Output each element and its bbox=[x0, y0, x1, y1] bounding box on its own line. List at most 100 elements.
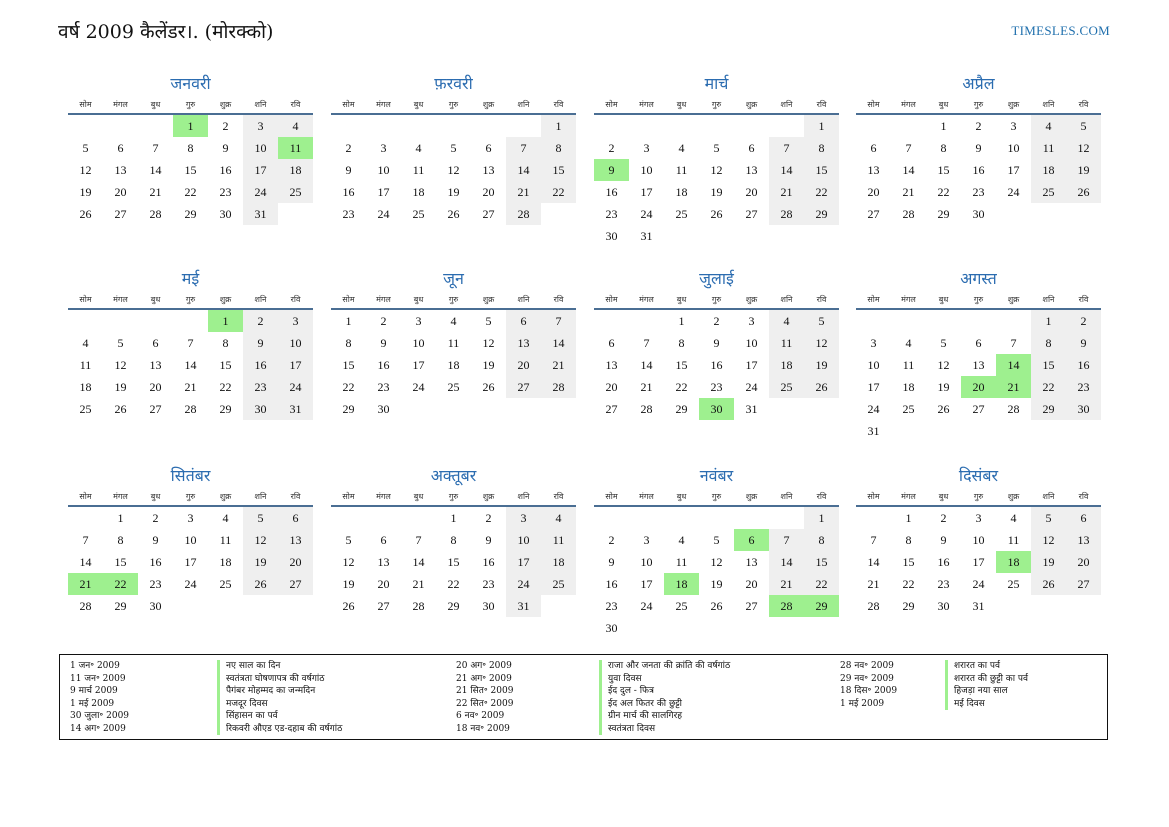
weekday-label: मंगल bbox=[376, 491, 391, 501]
day-cell: 25 bbox=[541, 573, 576, 595]
site-link[interactable]: TIMESLES.COM bbox=[1011, 23, 1110, 38]
day-cell: 13 bbox=[506, 332, 541, 354]
day-cell: 14 bbox=[79, 554, 92, 569]
day-cell: 2 bbox=[152, 510, 159, 525]
month-name: जुलाई bbox=[699, 269, 734, 288]
day-cell: 29 bbox=[1031, 398, 1066, 420]
day-cell: 16 bbox=[342, 184, 355, 199]
day-cell: 8 bbox=[804, 137, 839, 159]
day-cell: 21 bbox=[149, 184, 162, 199]
day-cell: 12 bbox=[710, 554, 723, 569]
holiday-date: 11 जन॰ 2009 bbox=[70, 673, 126, 684]
day-cell: 24 bbox=[1007, 184, 1020, 199]
day-cell: 11 bbox=[769, 332, 804, 354]
day-cell: 11 bbox=[675, 162, 688, 177]
day-cell: 24 bbox=[278, 376, 313, 398]
day-grid: 1 2 3 4 5 6 7 8 9 10 11 12 13 14 15 16 17 18 19 20 21 22 23 24 2… bbox=[594, 115, 839, 247]
day-cell: 6 bbox=[485, 140, 492, 155]
day-cell: 7 bbox=[506, 137, 541, 159]
day-cell: 9 bbox=[222, 140, 229, 155]
day-cell: 8 bbox=[541, 137, 576, 159]
holiday-day-cell: 1 bbox=[208, 310, 243, 332]
holiday-list: 1 जन॰ 2009 11 जन॰ 2009 9 मार्च 2009 1 मई 20… bbox=[59, 654, 1108, 740]
month-block: मई सोम मंगल बुध गुरु शुक्र शनि रवि 1 2 3 4 5 6 7 8 9 10 11… bbox=[68, 268, 313, 420]
day-cell: 21 bbox=[640, 379, 653, 394]
day-cell: 13 bbox=[377, 554, 390, 569]
day-cell: 20 bbox=[278, 551, 313, 573]
day-cell: 5 bbox=[485, 313, 492, 328]
day-cell: 13 bbox=[745, 162, 758, 177]
weekday-label: बुध bbox=[938, 99, 949, 109]
day-cell: 11 bbox=[79, 357, 92, 372]
day-cell: 10 bbox=[640, 554, 653, 569]
empty-cell bbox=[366, 115, 401, 137]
day-cell: 23 bbox=[972, 184, 985, 199]
month-name: अप्रैल bbox=[962, 74, 995, 93]
month-block: दिसंबर सोम मंगल बुध गुरु शुक्र शनि रवि 1 2 3 4 5 6 7 8 9… bbox=[856, 465, 1101, 617]
day-cell: 23 bbox=[149, 576, 162, 591]
holiday-date: 21 सित॰ 2009 bbox=[456, 686, 514, 696]
day-cell: 15 bbox=[447, 554, 460, 569]
empty-cell bbox=[471, 115, 506, 137]
day-cell: 17 bbox=[278, 354, 313, 376]
day-cell: 24 bbox=[506, 573, 541, 595]
weekday-label: गुरु bbox=[185, 491, 196, 501]
day-cell: 30 bbox=[149, 598, 162, 613]
day-cell: 6 bbox=[748, 140, 755, 155]
day-cell: 11 bbox=[1031, 137, 1066, 159]
day-cell: 12 bbox=[342, 554, 355, 569]
day-cell: 25 bbox=[278, 181, 313, 203]
day-cell: 23 bbox=[243, 376, 278, 398]
day-cell: 24 bbox=[640, 598, 653, 613]
month-block: जनवरी सोम मंगल बुध गुरु शुक्र शनि रवि 1 2 3 4 5 6 7 8 9 1… bbox=[68, 73, 313, 225]
day-cell: 22 bbox=[937, 184, 950, 199]
day-cell: 10 bbox=[1007, 140, 1020, 155]
day-cell: 14 bbox=[541, 332, 576, 354]
day-cell: 2 bbox=[608, 140, 615, 155]
weekday-label: रवि bbox=[1078, 491, 1089, 501]
holiday-date: 18 नव॰ 2009 bbox=[456, 723, 510, 734]
day-cell: 20 bbox=[506, 354, 541, 376]
day-cell: 29 bbox=[937, 206, 950, 221]
day-grid: 1 2 3 4 5 6 7 8 9 10 11 12 13 14 15 16 17 18 19 20 21 22 23 24 2… bbox=[331, 507, 576, 617]
day-cell: 30 bbox=[605, 620, 618, 635]
day-cell: 16 bbox=[219, 162, 232, 177]
day-cell: 9 bbox=[152, 532, 159, 547]
weekday-label: शनि bbox=[1042, 491, 1055, 501]
weekday-label: सोम bbox=[342, 491, 355, 501]
empty-cell bbox=[856, 115, 891, 137]
day-cell: 8 bbox=[450, 532, 457, 547]
holiday-day-cell: 6 bbox=[734, 529, 769, 551]
weekday-label: गुरु bbox=[973, 294, 984, 304]
day-cell: 7 bbox=[152, 140, 159, 155]
day-cell: 22 bbox=[184, 184, 197, 199]
day-cell: 11 bbox=[219, 532, 232, 547]
day-cell: 24 bbox=[867, 401, 880, 416]
weekday-header: सोम मंगल बुध गुरु शुक्र शनि रवि bbox=[594, 95, 839, 115]
day-cell: 30 bbox=[482, 598, 495, 613]
day-cell: 2 bbox=[222, 118, 229, 133]
day-cell: 22 bbox=[342, 379, 355, 394]
day-cell: 31 bbox=[506, 595, 541, 617]
day-cell: 10 bbox=[412, 335, 425, 350]
day-cell: 17 bbox=[184, 554, 197, 569]
weekday-label: शनि bbox=[254, 491, 267, 501]
day-cell: 15 bbox=[342, 357, 355, 372]
day-cell: 16 bbox=[243, 354, 278, 376]
day-cell: 8 bbox=[678, 335, 685, 350]
holiday-day-cell: 9 bbox=[594, 159, 629, 181]
day-cell: 19 bbox=[710, 576, 723, 591]
day-cell: 17 bbox=[867, 379, 880, 394]
day-cell: 23 bbox=[219, 184, 232, 199]
day-cell: 8 bbox=[804, 529, 839, 551]
day-cell: 22 bbox=[541, 181, 576, 203]
empty-cell bbox=[629, 310, 664, 332]
day-cell: 13 bbox=[114, 162, 127, 177]
day-cell: 14 bbox=[506, 159, 541, 181]
day-cell: 11 bbox=[902, 357, 915, 372]
day-cell: 14 bbox=[640, 357, 653, 372]
day-cell: 2 bbox=[608, 532, 615, 547]
day-cell: 20 bbox=[482, 184, 495, 199]
holiday-dates-col-2: 20 अग॰ 2009 21 अग॰ 2009 21 सित॰ 2009 22 सित… bbox=[456, 660, 513, 735]
empty-cell bbox=[366, 507, 401, 529]
